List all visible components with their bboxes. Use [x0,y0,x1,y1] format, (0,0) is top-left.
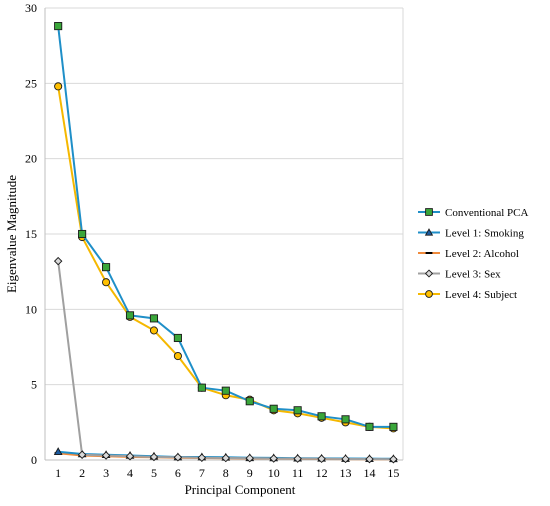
legend-marker-level-4-subject [425,290,433,298]
x-tick-label: 7 [199,466,205,480]
x-tick-label: 1 [55,466,61,480]
x-tick-label: 10 [268,466,280,480]
legend-item-conventional-pca[interactable]: Conventional PCA [418,207,528,219]
series-line-level-3-sex [57,260,394,461]
gridlines [45,7,404,460]
y-tick-label: 15 [25,227,37,241]
legend-marker-level-3-sex [424,269,434,278]
data-point-conventional-pca [365,422,374,431]
data-point-level-4-subject [149,326,159,335]
legend-item-level-3-sex[interactable]: Level 3: Sex [418,269,501,281]
data-point-level-3-sex [365,454,374,464]
data-point-level-3-sex [317,454,326,464]
series-line-level-4-subject [57,86,394,430]
series-conventional-pca [54,22,398,431]
data-point-conventional-pca [221,386,230,395]
data-point-conventional-pca [125,311,135,320]
data-point-level-3-sex [245,453,254,463]
data-point-conventional-pca [197,383,206,392]
series-group [53,22,398,464]
x-tick-label: 13 [340,466,352,480]
data-point-conventional-pca [54,22,63,31]
data-point-level-3-sex [221,453,231,463]
series-line-conventional-pca [57,25,394,428]
legend-label: Level 2: Alcohol [445,248,519,260]
data-point-level-3-sex [149,452,159,462]
legend-label: Level 3: Sex [445,269,501,281]
y-tick-label: 0 [31,453,37,467]
y-axis-title: Eigenvalue Magnitude [4,175,19,293]
data-point-level-3-sex [293,454,302,463]
legend-label: Conventional PCA [445,207,528,219]
y-tick-label: 5 [31,378,37,392]
data-point-conventional-pca [78,229,87,239]
data-point-conventional-pca [389,422,398,431]
y-tick-label: 10 [25,302,37,316]
legend-label: Level 1: Smoking [445,228,524,240]
data-point-level-3-sex [125,451,135,461]
y-tick-label: 20 [25,152,37,166]
y-tick-label: 30 [25,1,37,15]
data-point-level-4-subject [102,278,111,287]
x-tick-label: 4 [127,466,133,480]
data-point-level-4-subject [54,82,63,91]
x-tick-label: 6 [175,466,181,480]
data-point-level-3-sex [77,450,87,459]
x-tick-label: 5 [151,466,157,480]
x-tick-label: 8 [223,466,229,480]
data-point-level-3-sex [269,454,278,463]
data-point-conventional-pca [173,333,182,343]
legend-item-level-4-subject[interactable]: Level 4: Subject [418,289,517,301]
series-level-3-sex [53,256,398,464]
data-point-conventional-pca [245,397,254,406]
x-tick-label: 15 [387,466,399,480]
legend-marker-level-1-smoking [424,228,434,236]
x-tick-label: 3 [103,466,109,480]
data-point-conventional-pca [293,406,302,415]
data-point-level-3-sex [53,256,63,266]
x-tick-label: 9 [247,466,253,480]
data-point-level-4-subject [173,351,182,361]
x-tick-label: 2 [79,466,85,480]
series-level-4-subject [54,82,398,433]
data-point-level-3-sex [197,453,207,462]
data-point-level-3-sex [173,453,183,462]
legend-marker-level-2-alcohol [425,252,433,254]
x-tick-label: 12 [316,466,328,480]
data-point-conventional-pca [341,415,350,424]
data-point-level-3-sex [341,454,350,464]
legend-marker-conventional-pca [425,208,433,216]
data-point-conventional-pca [317,412,326,421]
data-point-conventional-pca [102,263,111,272]
y-tick-label: 25 [25,76,37,90]
legend: Conventional PCA Level 1: Smoking Level 2:… [418,207,528,301]
x-tick-label: 14 [363,466,375,480]
x-tick-label: 11 [292,466,304,480]
x-axis-title: Principal Component [185,482,296,497]
legend-label: Level 4: Subject [445,289,517,301]
legend-item-level-1-smoking[interactable]: Level 1: Smoking [418,228,524,240]
data-point-level-3-sex [101,451,111,460]
data-point-conventional-pca [149,314,159,323]
data-point-conventional-pca [269,404,278,413]
legend-item-level-2-alcohol[interactable]: Level 2: Alcohol [418,248,519,260]
data-point-level-1-smoking [53,447,63,456]
data-point-level-3-sex [389,455,398,464]
